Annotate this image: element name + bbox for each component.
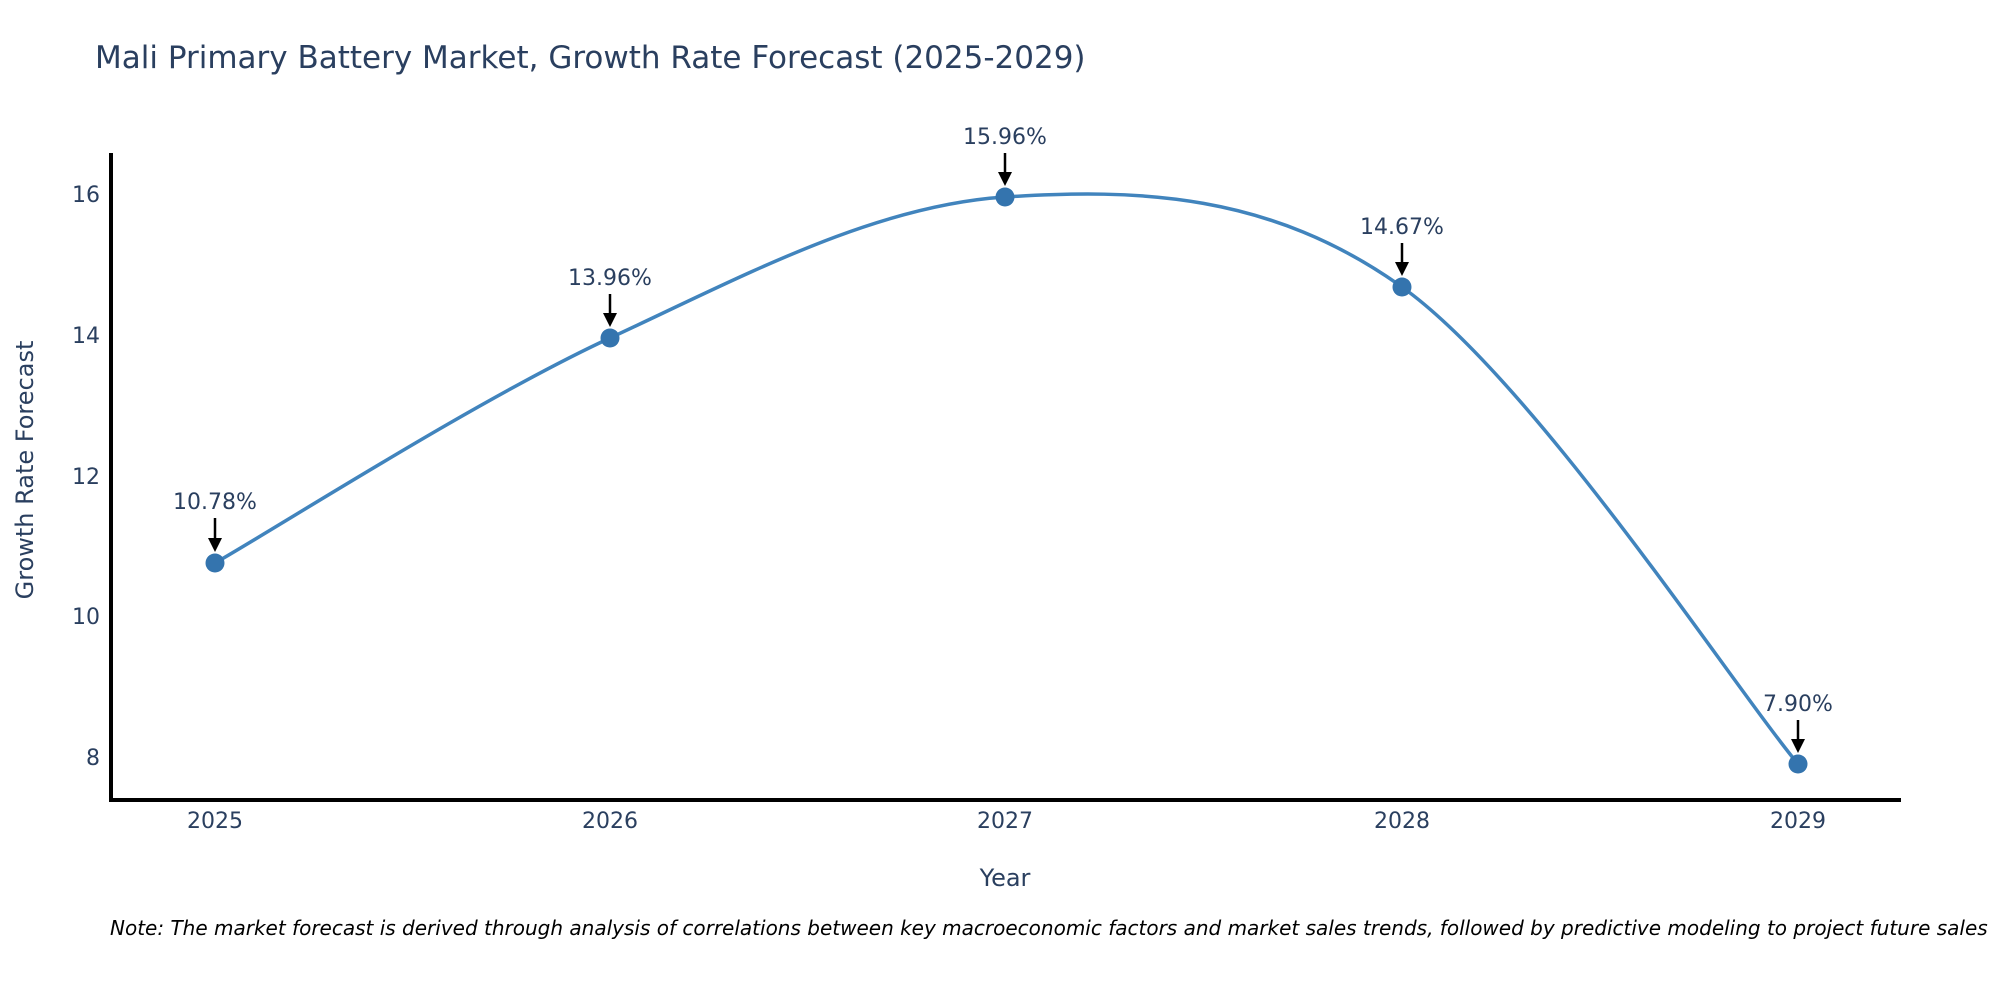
data-label-2029: 7.90% (1763, 692, 1833, 717)
chart-title: Mali Primary Battery Market, Growth Rate… (95, 40, 1086, 76)
data-point-2025[interactable] (205, 553, 225, 573)
x-tick-2029: 2029 (1770, 809, 1826, 834)
data-label-2026: 13.96% (568, 266, 652, 291)
y-tick-14: 14 (72, 324, 100, 349)
x-tick-2026: 2026 (582, 809, 638, 834)
y-tick-10: 10 (72, 605, 100, 630)
annotation-arrow-2028 (1395, 243, 1409, 276)
data-label-2027: 15.96% (963, 125, 1047, 150)
y-tick-12: 12 (72, 465, 100, 490)
x-axis-title: Year (979, 864, 1031, 892)
footnote: Note: The market forecast is derived thr… (110, 916, 1988, 940)
data-point-2029[interactable] (1788, 754, 1808, 774)
growth-rate-line-series[interactable] (213, 192, 1800, 766)
data-label-2025: 10.78% (173, 490, 257, 515)
y-tick-16: 16 (72, 183, 100, 208)
annotation-arrow-2025 (208, 518, 222, 552)
y-axis-title: Growth Rate Forecast (11, 341, 39, 600)
annotation-arrow-2029 (1791, 720, 1805, 753)
data-point-2027[interactable] (995, 187, 1015, 207)
annotation-arrow-2027 (998, 153, 1012, 186)
x-tick-2025: 2025 (187, 809, 243, 834)
x-tick-2027: 2027 (977, 809, 1033, 834)
x-tick-2028: 2028 (1374, 809, 1430, 834)
data-point-2026[interactable] (600, 328, 620, 348)
annotation-arrow-2026 (603, 294, 617, 327)
y-tick-8: 8 (86, 746, 100, 771)
data-point-2028[interactable] (1392, 277, 1412, 297)
data-label-2028: 14.67% (1360, 215, 1444, 240)
